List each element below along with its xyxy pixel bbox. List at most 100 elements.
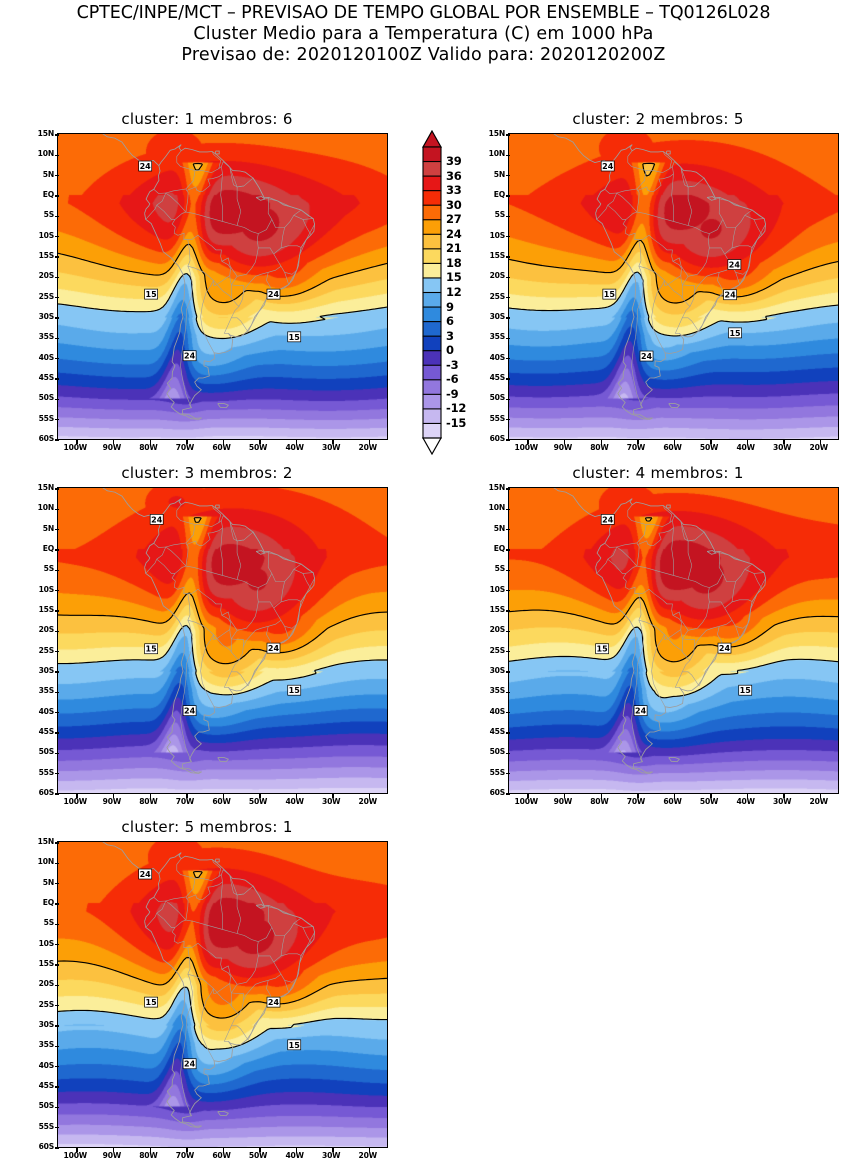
x-axis-label: 20W (809, 443, 829, 452)
y-axis-label: 15S (489, 251, 506, 260)
colorbar-tick-label: 9 (446, 299, 454, 314)
x-axis-tick (295, 1147, 298, 1152)
y-axis-tick (505, 418, 510, 421)
svg-text:24: 24 (268, 998, 280, 1007)
x-axis-tick (222, 793, 225, 798)
x-axis-tick (368, 1147, 371, 1152)
y-axis-tick (505, 296, 510, 299)
contour-label-24: 24 (717, 642, 732, 654)
svg-text:24: 24 (641, 352, 653, 361)
x-axis-label: 60W (212, 797, 231, 806)
colorbar-cell (422, 160, 442, 178)
contour-line-15 (58, 272, 387, 340)
political-border-layer (145, 504, 315, 762)
y-axis-tick (54, 772, 59, 775)
x-axis-label: 100W (514, 443, 539, 452)
contour-label-24: 24 (723, 289, 737, 301)
y-axis-tick (54, 154, 59, 156)
x-axis-label: 50W (248, 1151, 268, 1160)
y-axis-tick (54, 589, 59, 592)
y-axis-label: 5S (43, 918, 55, 928)
colorbar-tick-label: -6 (446, 372, 459, 387)
y-axis-label: 10N (37, 503, 55, 513)
x-axis-tick (673, 793, 676, 798)
y-axis-tick (54, 195, 59, 197)
colorbar-cell (422, 335, 442, 352)
temperature-colorbar: 39 36 33 30 27 24 21 18 15 12 9 6 3 0 -3 -6 -9 -12 -15 (421, 130, 481, 459)
y-axis-label: 45S (489, 373, 506, 382)
temperature-shading (58, 134, 387, 439)
x-axis-label: 80W (139, 1151, 158, 1160)
y-axis-label: 40S (489, 352, 506, 362)
temperature-shading (509, 488, 838, 793)
colorbar-tick-label: 27 (446, 212, 462, 227)
y-axis-label: 55S (38, 413, 55, 423)
x-axis-tick (564, 439, 566, 444)
x-axis-tick (527, 439, 529, 444)
y-axis-label: EQ (42, 544, 54, 553)
contour-label-24: 24 (182, 1058, 197, 1070)
x-axis-label: 70W (175, 1151, 195, 1160)
y-axis-tick (54, 610, 59, 612)
x-axis-label: 40W (285, 443, 304, 452)
x-axis-tick (259, 439, 261, 444)
y-axis-label: 50S (38, 393, 55, 403)
y-axis-tick (505, 378, 510, 380)
y-axis-tick (54, 882, 59, 885)
y-axis-tick (505, 154, 510, 156)
x-axis-tick (819, 793, 822, 798)
y-axis-label: 20S (489, 271, 506, 281)
colorbar-tick-label: -3 (446, 357, 459, 372)
svg-text:15: 15 (289, 686, 301, 695)
y-axis-label: 35S (38, 332, 55, 342)
colorbar-tick-label: -9 (446, 386, 459, 401)
header-line-times: Previsao de: 2020120100Z Valido para: 20… (181, 45, 666, 65)
y-axis-tick (54, 1126, 59, 1129)
y-axis-label: 10S (38, 584, 55, 594)
y-axis-label: 30S (38, 1020, 55, 1029)
x-axis-tick (222, 1147, 225, 1152)
x-axis-label: 90W (102, 443, 122, 452)
coastline-layer (553, 134, 767, 420)
y-axis-tick (505, 195, 510, 197)
map-container-cluster-5[interactable]: 24 24 15 15 24 (57, 841, 388, 1148)
map-container-cluster-3[interactable]: 24 24 15 15 24 (57, 487, 388, 794)
y-axis-tick (505, 317, 510, 319)
contour-label-15: 15 (144, 643, 158, 655)
cluster-panel-3: cluster: 3 membros: 2 24 24 15 15 24 15N 10N 5N E… (28, 464, 397, 814)
y-axis-label: 5S (494, 210, 506, 220)
cluster-panel-4: cluster: 4 membros: 1 24 24 15 15 24 15N 10N 5N E… (479, 464, 847, 814)
temperature-shading (58, 488, 387, 793)
svg-text:15: 15 (289, 1041, 301, 1050)
contour-label-24: 24 (182, 705, 197, 716)
contour-label-24: 24 (266, 642, 281, 654)
contour-label-15: 15 (144, 288, 158, 300)
y-axis-tick (54, 903, 59, 905)
x-axis-label: 30W (321, 797, 341, 806)
svg-text:15: 15 (604, 290, 616, 299)
coastline-layer (553, 488, 767, 774)
map-container-cluster-4[interactable]: 24 24 15 15 24 (508, 487, 839, 794)
x-axis-label: 100W (514, 797, 539, 806)
header-line-variable: Cluster Medio para a Temperatura (C) em … (193, 24, 654, 44)
political-border-layer (596, 504, 766, 762)
y-axis-label: 15N (37, 837, 55, 846)
map-container-cluster-1[interactable]: 24 24 15 15 24 (57, 133, 388, 440)
colorbar-cell (422, 190, 442, 207)
y-axis-label: 60S (489, 788, 506, 797)
temperature-map-cluster-5: 24 24 15 15 24 (57, 841, 388, 1148)
y-axis-label: 35S (489, 686, 506, 696)
x-axis-label: 90W (102, 797, 122, 806)
y-axis-label: 5N (42, 523, 54, 533)
colorbar-cell (422, 379, 442, 396)
contour-line-24 (58, 162, 387, 304)
y-axis-tick (505, 256, 510, 258)
map-container-cluster-2[interactable]: 24 24 24 15 15 24 (508, 133, 839, 440)
panel-title-cluster-5: cluster: 5 membros: 1 (121, 818, 293, 836)
y-axis-label: 15N (37, 483, 55, 492)
svg-text:24: 24 (725, 291, 737, 300)
y-axis-label: 55S (38, 1121, 55, 1131)
x-axis-tick (332, 439, 334, 444)
y-axis-tick (54, 691, 59, 693)
x-axis-tick (710, 439, 712, 444)
